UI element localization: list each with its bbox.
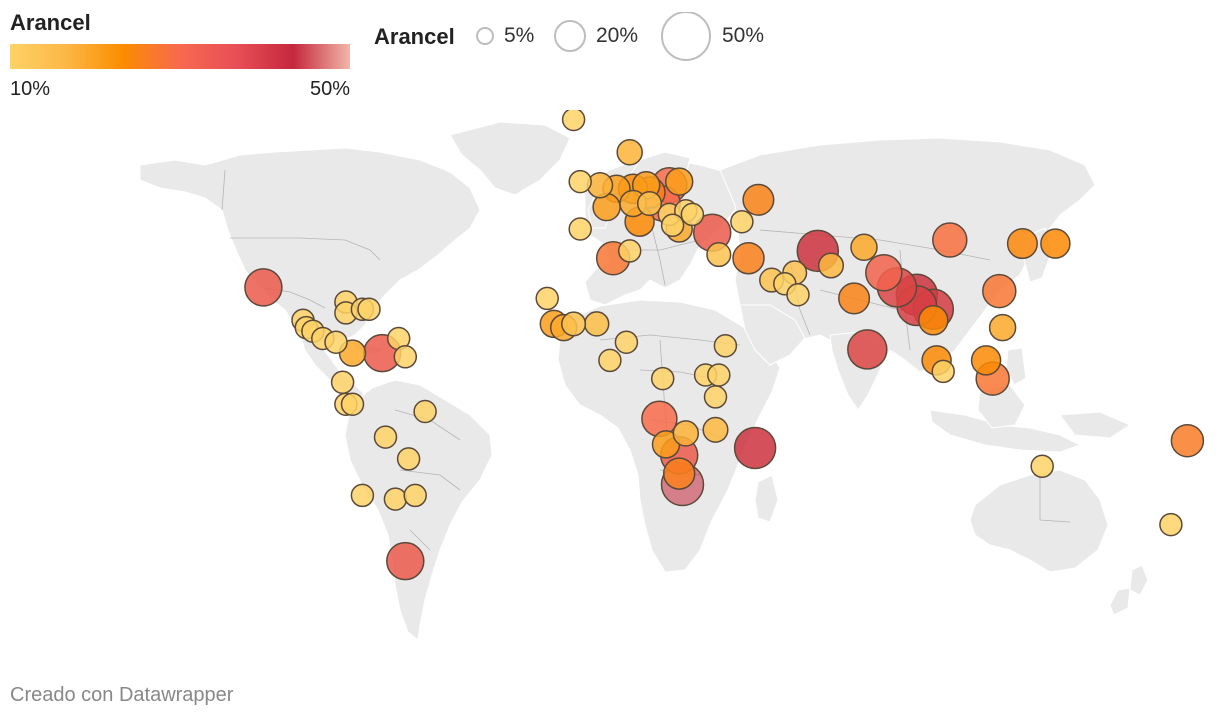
bubble-marker[interactable]	[1040, 228, 1071, 259]
bubble-marker[interactable]	[680, 202, 705, 227]
bubble-marker[interactable]	[850, 233, 878, 262]
bubble-marker[interactable]	[383, 487, 408, 511]
bubble-marker[interactable]	[650, 366, 675, 391]
bubble-marker[interactable]	[733, 426, 777, 470]
bubble-marker[interactable]	[660, 213, 685, 238]
bubble-marker[interactable]	[918, 305, 949, 336]
bubble-marker[interactable]	[1030, 454, 1054, 479]
bubble-marker[interactable]	[373, 425, 398, 449]
bubble-marker[interactable]	[583, 311, 610, 337]
border-sa-3	[409, 529, 431, 551]
border-europe-2	[649, 219, 666, 286]
border-australia	[1039, 475, 1071, 523]
bubble-marker[interactable]	[988, 313, 1017, 342]
bubble-marker[interactable]	[568, 169, 592, 194]
bubble-marker[interactable]	[568, 217, 592, 241]
land-greenland	[449, 121, 571, 196]
bubble-marker[interactable]	[617, 239, 642, 263]
land-madagascar	[754, 474, 779, 523]
bubble-marker[interactable]	[702, 416, 729, 443]
bubble-marker[interactable]	[838, 282, 871, 315]
bubble-marker[interactable]	[598, 348, 622, 373]
bubble-marker[interactable]	[982, 273, 1017, 309]
bubble-marker[interactable]	[1170, 423, 1205, 458]
bubble-marker[interactable]	[664, 167, 694, 196]
bubble-marker[interactable]	[932, 222, 968, 258]
land-borneo	[977, 384, 1026, 429]
color-legend-title: Arancel	[10, 10, 91, 35]
bubble-marker[interactable]	[403, 483, 427, 508]
bubble-marker[interactable]	[706, 242, 732, 268]
size-legend-circle-medium	[554, 20, 586, 52]
color-legend-max-label: 50%	[309, 78, 350, 100]
bubble-marker[interactable]	[357, 297, 381, 322]
bubble-marker[interactable]	[865, 254, 903, 292]
border-sa-2	[399, 469, 461, 491]
bubble-marker[interactable]	[535, 286, 559, 311]
map-credit-footer: Creado con Datawrapper	[10, 684, 234, 706]
bubble-marker[interactable]	[386, 541, 425, 581]
world-map	[139, 110, 1205, 641]
bubble-marker[interactable]	[393, 345, 418, 369]
land-new-guinea	[1059, 411, 1132, 439]
bubble-marker[interactable]	[330, 370, 355, 395]
bubble-marker[interactable]	[662, 457, 696, 490]
land-australia	[969, 469, 1109, 573]
bubble-marker[interactable]	[614, 330, 639, 354]
bubble-marker[interactable]	[931, 359, 955, 384]
bubble-marker[interactable]	[636, 190, 663, 217]
bubble-marker[interactable]	[713, 334, 738, 358]
size-legend-label-medium: 20%	[596, 24, 639, 47]
land-nz-south	[1109, 587, 1131, 616]
color-legend-gradient-bar	[10, 44, 350, 69]
bubble-marker[interactable]	[561, 110, 586, 132]
bubble-layer	[244, 110, 1205, 581]
bubble-marker[interactable]	[730, 209, 754, 234]
bubble-marker[interactable]	[707, 363, 731, 387]
bubble-marker[interactable]	[970, 345, 1002, 376]
color-legend-ticks: 10% 50%	[10, 78, 350, 102]
bubble-marker[interactable]	[413, 399, 437, 424]
bubble-marker[interactable]	[561, 311, 587, 337]
bubble-marker[interactable]	[732, 241, 765, 275]
bubble-marker[interactable]	[847, 329, 888, 370]
bubble-marker[interactable]	[641, 400, 678, 438]
land-arabia	[739, 304, 806, 366]
land-new-zealand	[1129, 564, 1149, 596]
bubble-marker[interactable]	[1159, 512, 1183, 537]
bubble-marker[interactable]	[396, 447, 421, 471]
color-legend-min-label: 10%	[10, 78, 51, 100]
bubble-marker[interactable]	[703, 385, 728, 409]
size-legend-circle-large	[661, 12, 711, 61]
border-alaska	[221, 169, 226, 211]
size-legend-label-small: 5%	[504, 24, 535, 47]
land-philippines	[1005, 347, 1027, 386]
size-legend-title: Arancel	[374, 24, 455, 49]
color-legend: Arancel 10% 50%	[10, 10, 350, 102]
bubble-marker[interactable]	[616, 139, 643, 166]
bubble-marker[interactable]	[1006, 228, 1038, 260]
bubble-marker[interactable]	[324, 330, 348, 354]
bubble-marker[interactable]	[350, 483, 375, 508]
size-legend-circle-small	[476, 27, 494, 45]
bubble-marker[interactable]	[244, 268, 283, 307]
legend-gradient-rect	[10, 44, 350, 69]
bubble-marker[interactable]	[817, 252, 845, 279]
bubble-marker[interactable]	[340, 392, 365, 416]
bubble-marker[interactable]	[672, 420, 700, 447]
bubble-marker[interactable]	[786, 282, 810, 307]
border-us-canada	[230, 237, 381, 261]
size-legend-label-large: 50%	[722, 24, 765, 47]
bubble-marker[interactable]	[742, 183, 775, 216]
